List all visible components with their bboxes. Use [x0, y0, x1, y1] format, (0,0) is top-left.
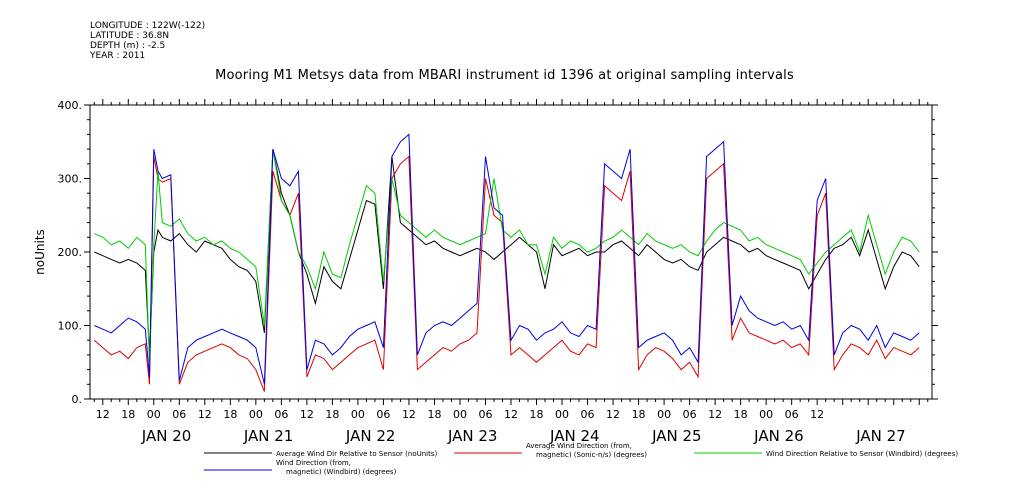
x-tick-label: 06 — [376, 408, 390, 421]
x-tick-label: 00 — [147, 408, 161, 421]
metadata-block: LONGITUDE : 122W(-122) LATITUDE : 36.8N … — [90, 21, 205, 61]
y-tick-label: 0. — [72, 393, 83, 406]
x-tick-label: 18 — [121, 408, 135, 421]
x-tick-label: 18 — [325, 408, 339, 421]
legend: Average Wind Dir Relative to Sensor (noU… — [204, 442, 958, 476]
x-tick-label: 00 — [453, 408, 467, 421]
x-tick-label: 18 — [632, 408, 646, 421]
y-tick-label: 100. — [58, 320, 83, 333]
x-tick-label: 12 — [198, 408, 212, 421]
x-day-label: JAN 23 — [447, 427, 498, 445]
legend-label-1: Average Wind Dir Relative to Sensor (noU… — [276, 450, 437, 458]
series-line-4 — [94, 133, 920, 385]
x-tick-label: 06 — [172, 408, 186, 421]
x-tick-label: 00 — [759, 408, 773, 421]
x-tick-label: 00 — [351, 408, 365, 421]
x-tick-label: 12 — [708, 408, 722, 421]
x-tick-label: 18 — [223, 408, 237, 421]
legend-label-3: Wind Direction Relative to Sensor (Windb… — [766, 450, 958, 458]
axis-layer: 0. 100. 200. 300. 400. 12 18 00 06 12 18 00 06 12 18 00… — [58, 99, 938, 445]
x-day-label: JAN 20 — [141, 427, 192, 445]
y-axis-label: noUnits — [33, 229, 47, 275]
x-tick-label: 18 — [427, 408, 441, 421]
series-line-3 — [94, 149, 920, 363]
x-day-label: JAN 21 — [243, 427, 294, 445]
x-tick-label: 12 — [96, 408, 110, 421]
x-tick-label: 06 — [478, 408, 492, 421]
latitude-label: LATITUDE : 36.8N — [90, 31, 170, 41]
year-label: YEAR : 2011 — [90, 51, 146, 61]
x-tick-label: 00 — [657, 408, 671, 421]
x-tick-label: 12 — [300, 408, 314, 421]
x-tick-label: 18 — [734, 408, 748, 421]
depth-label: DEPTH (m) : -2.5 — [90, 41, 166, 51]
x-tick-label: 00 — [555, 408, 569, 421]
legend-label-4: Wind Direction (from, magnetic) (Windbird… — [276, 459, 397, 476]
x-tick-label: 12 — [504, 408, 518, 421]
x-tick-label: 00 — [249, 408, 263, 421]
series-line-1 — [94, 149, 920, 355]
series-line-2 — [93, 155, 920, 392]
x-tick-label: 06 — [785, 408, 799, 421]
x-tick-label: 12 — [402, 408, 416, 421]
chart-title: Mooring M1 Metsys data from MBARI instru… — [215, 68, 794, 83]
y-tick-label: 400. — [58, 99, 83, 112]
x-tick-label: 18 — [530, 408, 544, 421]
legend-label-2: Average Wind Direction (from, magnetic) (… — [526, 442, 647, 459]
x-day-label: JAN 25 — [651, 427, 702, 445]
x-day-label: JAN 27 — [855, 427, 906, 445]
x-tick-label: 06 — [581, 408, 595, 421]
x-day-label: JAN 26 — [753, 427, 804, 445]
x-day-label: JAN 24 — [549, 427, 600, 445]
series-layer — [93, 133, 920, 392]
x-tick-label: 06 — [683, 408, 697, 421]
longitude-label: LONGITUDE : 122W(-122) — [90, 21, 206, 31]
y-tick-label: 300. — [58, 173, 83, 186]
x-day-label: JAN 22 — [345, 427, 396, 445]
x-tick-label: 12 — [606, 408, 620, 421]
x-tick-label: 06 — [274, 408, 288, 421]
y-tick-label: 200. — [58, 246, 83, 259]
x-tick-label: 12 — [810, 408, 824, 421]
